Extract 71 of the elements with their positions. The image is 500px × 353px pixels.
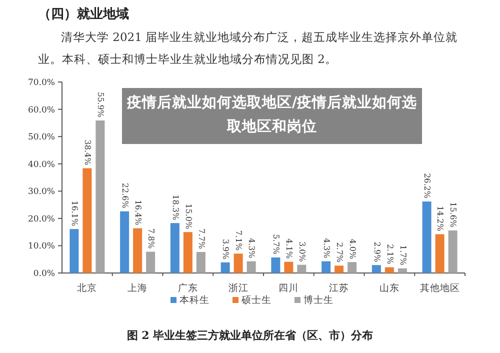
data-label: 2.7% [334, 242, 344, 264]
data-label: 14.2% [436, 206, 445, 232]
data-label: 7.7% [196, 228, 206, 250]
y-tick-label: 60.0% [28, 105, 55, 116]
bar [334, 266, 344, 273]
y-tick-label: 20.0% [28, 214, 55, 224]
bar [372, 265, 381, 273]
bar [120, 211, 130, 273]
bar [284, 262, 294, 273]
legend-label: 本科生 [180, 294, 210, 306]
x-tick-label: 其他地区 [420, 282, 460, 294]
bar [146, 252, 156, 273]
data-label: 15.6% [448, 202, 458, 228]
x-tick-label: 广东 [178, 282, 198, 294]
data-label: 7.8% [146, 228, 156, 250]
data-label: 1.7% [398, 245, 408, 266]
legend-label: 硕士生 [240, 294, 272, 306]
data-label: 2.9% [372, 242, 382, 262]
bar [196, 252, 206, 273]
chart-subtitle: 清华大学 2021 届毕业生就业地域分布广泛，超五成毕业生选择京外单位就业。本科、硕士和博士毕业生就业地域分布情况见图 2。 [38, 29, 459, 68]
data-label: 18.3% [170, 194, 180, 220]
bar [271, 257, 280, 273]
bar [297, 264, 306, 273]
data-label: 55.9% [96, 92, 106, 118]
y-tick-label: 40.0% [28, 160, 55, 170]
x-tick-label: 江苏 [329, 282, 350, 294]
bar [448, 230, 458, 273]
y-tick-label: 0.0% [33, 269, 55, 279]
bar [82, 168, 92, 273]
data-label: 4.3% [322, 238, 331, 259]
bar [246, 261, 256, 273]
bar [170, 223, 180, 273]
x-tick-label: 上海 [128, 282, 148, 294]
x-tick-label: 北京 [77, 282, 98, 294]
bar [422, 202, 432, 273]
y-tick-label: 70.0% [28, 78, 55, 88]
bar [398, 268, 407, 273]
y-tick-label: 10.0% [28, 242, 55, 252]
bar [96, 120, 105, 273]
x-tick-label: 浙江 [228, 282, 248, 294]
x-tick-label: 山东 [379, 282, 400, 294]
data-label: 26.2% [422, 173, 432, 199]
data-label: 16.4% [133, 200, 142, 226]
bar [234, 254, 243, 273]
annotation: 疫情后就业如何选取地区/疫情后就业如何选取地区和岗位 [122, 88, 422, 144]
data-label: 4.1% [284, 238, 294, 260]
bar [322, 261, 331, 273]
data-label: 16.1% [70, 200, 80, 226]
bar [435, 234, 444, 273]
bar [70, 229, 79, 273]
bar [183, 232, 192, 273]
data-label: 22.6% [120, 182, 130, 209]
legend-label: 博士生 [304, 294, 334, 306]
data-label: 7.1% [234, 230, 244, 252]
data-label: 4.0% [348, 238, 357, 260]
data-label: 4.3% [247, 238, 256, 259]
y-tick-label: 30.0% [28, 187, 55, 198]
data-label: 3.9% [221, 239, 230, 260]
data-label: 38.4% [83, 140, 92, 166]
x-tick-label: 四川 [278, 282, 299, 294]
data-label: 5.7% [272, 234, 281, 255]
bar [384, 267, 394, 273]
chart-title: （四）就业地域 [38, 6, 129, 23]
bar [133, 228, 142, 273]
bar [220, 262, 230, 273]
data-label: 2.1% [385, 244, 394, 265]
y-tick-label: 50.0% [28, 132, 55, 143]
caption: 图 2 毕业生签三方就业单位所在省（区、市）分布 [126, 328, 374, 343]
data-label: 15.0% [184, 204, 193, 230]
data-label: 3.0% [298, 241, 307, 262]
bar [348, 262, 357, 273]
